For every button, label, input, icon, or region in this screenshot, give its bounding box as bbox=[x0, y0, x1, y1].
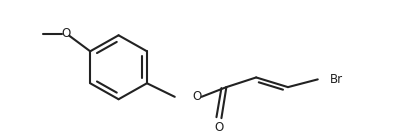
Text: O: O bbox=[215, 121, 224, 134]
Text: O: O bbox=[62, 27, 71, 40]
Text: O: O bbox=[192, 90, 201, 103]
Text: Br: Br bbox=[330, 73, 343, 86]
